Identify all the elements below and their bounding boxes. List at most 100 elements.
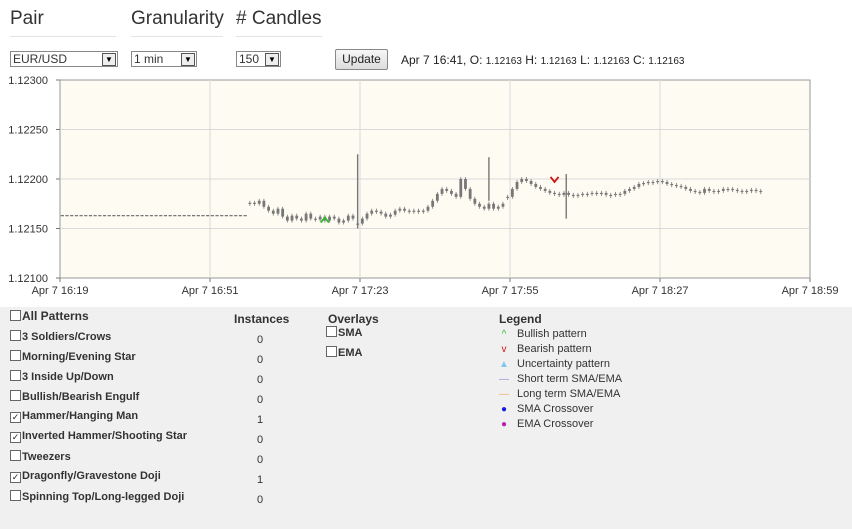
bullish-pattern-marker	[320, 216, 330, 224]
candle	[679, 185, 683, 188]
candle	[346, 215, 350, 221]
pattern-row[interactable]: ✓ Hammer/Hanging Man	[10, 410, 138, 423]
candle	[628, 188, 631, 191]
pattern-row[interactable]: 3 Soldiers/Crows	[10, 330, 111, 343]
pattern-row[interactable]: ✓ Dragonfly/Gravestone Doji	[10, 470, 161, 483]
y-tick-label: 1.12150	[8, 224, 48, 236]
pattern-label: Dragonfly/Gravestone Doji	[22, 470, 161, 482]
x-tick-label: Apr 7 17:23	[332, 285, 389, 297]
legend-item: — Long term SMA/EMA	[497, 388, 620, 400]
candle	[440, 188, 444, 194]
pattern-checkbox[interactable]: ✓	[10, 432, 21, 443]
candle	[721, 188, 725, 191]
candle	[520, 179, 524, 182]
ohlc-close-value: 1.12163	[648, 56, 685, 67]
ohlc-low-value: 1.12163	[593, 56, 630, 67]
pattern-checkbox[interactable]	[10, 450, 21, 461]
pattern-label: Bullish/Bearish Engulf	[22, 391, 140, 403]
candle	[342, 220, 345, 223]
candle	[642, 182, 645, 185]
granularity-select[interactable]: 1 min ▼	[131, 51, 197, 67]
pattern-row[interactable]: 3 Inside Up/Down	[10, 370, 114, 383]
sma-checkbox[interactable]	[326, 326, 337, 337]
pattern-label: Morning/Evening Star	[22, 351, 136, 363]
update-button[interactable]: Update	[335, 49, 388, 70]
ohlc-close-label: C:	[632, 53, 645, 67]
overlay-ema-row[interactable]: EMA	[326, 346, 362, 359]
long-term-line-icon: —	[499, 389, 509, 400]
pattern-row[interactable]: Spinning Top/Long-legged Doji	[10, 490, 184, 503]
legend-label: Bearish pattern	[517, 343, 592, 355]
legend-item: ● SMA Crossover	[497, 403, 593, 415]
legend-label: Uncertainty pattern	[517, 358, 610, 370]
pattern-row[interactable]: Morning/Evening Star	[10, 350, 136, 363]
candle	[670, 183, 674, 186]
candle	[576, 194, 580, 197]
candle	[614, 193, 617, 196]
candle	[309, 213, 313, 219]
pattern-instances: 0	[256, 354, 264, 366]
chevron-down-icon: ▼	[102, 53, 116, 66]
pattern-instances: 1	[256, 474, 264, 486]
all-patterns-label: All Patterns	[22, 309, 89, 323]
candle	[421, 210, 425, 212]
all-patterns-checkbox[interactable]	[10, 310, 21, 321]
pattern-row[interactable]: Tweezers	[10, 450, 71, 463]
pattern-row[interactable]: Bullish/Bearish Engulf	[10, 390, 139, 403]
y-tick-label: 1.12300	[8, 75, 48, 87]
pattern-row[interactable]: ✓ Inverted Hammer/Shooting Star	[10, 430, 187, 443]
pattern-checkbox[interactable]	[10, 350, 21, 361]
pair-select[interactable]: EUR/USD ▼	[10, 51, 118, 67]
legend-item: ▲ Uncertainty pattern	[497, 358, 610, 370]
pattern-checkbox[interactable]	[10, 330, 21, 341]
candle	[600, 192, 603, 195]
candle	[731, 188, 735, 191]
candle	[384, 213, 388, 217]
pattern-instances: 0	[256, 334, 264, 346]
candle	[618, 193, 622, 196]
legend-label: Long term SMA/EMA	[517, 388, 621, 400]
candle	[328, 216, 331, 221]
candle	[412, 210, 416, 212]
candle	[637, 183, 641, 187]
candle	[740, 190, 744, 193]
candle	[337, 218, 341, 223]
candle	[360, 218, 364, 224]
candle	[562, 192, 566, 195]
candle	[379, 211, 383, 214]
candle	[609, 194, 613, 197]
candle	[417, 210, 420, 212]
candlestick-chart[interactable]: Apr 7 16:19 Apr 7 16:51 Apr 7 17:23 Apr 7 1…	[0, 72, 852, 305]
pattern-instances: 0	[256, 434, 264, 446]
x-tick-label: Apr 7 16:51	[182, 285, 239, 297]
candle	[515, 181, 519, 189]
pattern-checkbox[interactable]	[10, 390, 21, 401]
candle	[435, 193, 439, 201]
candle	[712, 190, 716, 193]
ema-checkbox[interactable]	[326, 346, 337, 357]
bearish-pattern-icon: v	[501, 344, 507, 355]
candles-select[interactable]: 150 ▼	[236, 51, 281, 67]
pattern-checkbox[interactable]	[10, 370, 21, 381]
candle	[459, 179, 463, 197]
candle	[426, 206, 430, 211]
candle	[632, 186, 636, 189]
x-tick-label: Apr 7 16:19	[32, 285, 89, 297]
pattern-label: Tweezers	[22, 451, 71, 463]
legend-label: Short term SMA/EMA	[517, 373, 623, 385]
candle	[487, 203, 491, 209]
pattern-label: Hammer/Hanging Man	[22, 410, 139, 422]
pattern-checkbox[interactable]	[10, 490, 21, 501]
candle	[759, 190, 763, 193]
candle	[398, 208, 402, 211]
candle	[482, 206, 486, 209]
granularity-label: Granularity	[131, 8, 224, 37]
candle	[314, 218, 317, 220]
pattern-checkbox[interactable]: ✓	[10, 472, 21, 483]
pattern-checkbox[interactable]: ✓	[10, 412, 21, 423]
y-tick-label: 1.12250	[8, 125, 48, 137]
all-patterns-row[interactable]: All Patterns	[10, 309, 89, 323]
candle	[543, 188, 547, 191]
overlay-sma-row[interactable]: SMA	[326, 326, 362, 339]
candle	[735, 189, 739, 192]
